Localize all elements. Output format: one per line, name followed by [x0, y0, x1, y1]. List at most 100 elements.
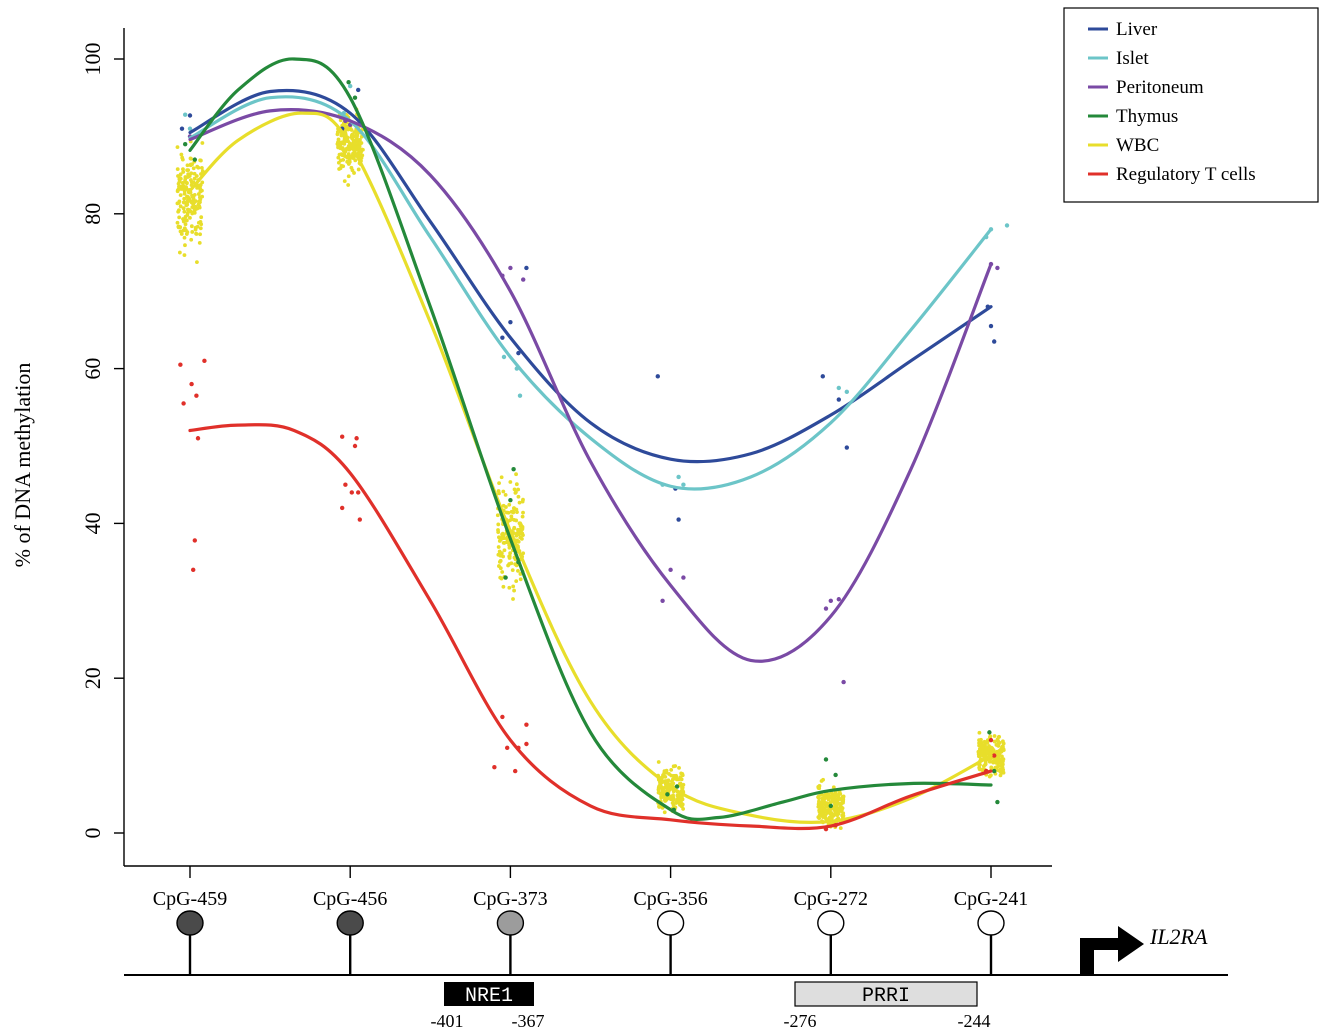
regulatory-t-cells-point	[988, 737, 994, 743]
regulatory-t-cells-point	[192, 538, 198, 543]
wbc-point	[666, 787, 670, 792]
peritoneum-point	[823, 606, 829, 611]
legend: Liver Islet Peritoneum Thymus WBC Regulatory …	[1063, 7, 1319, 203]
wbc-point	[193, 208, 197, 212]
wbc-point	[983, 759, 988, 764]
wbc-point	[504, 510, 509, 515]
wbc-point	[1001, 770, 1006, 775]
wbc-point	[680, 785, 685, 790]
wbc-point	[664, 797, 669, 802]
wbc-curve	[188, 111, 993, 825]
wbc-point	[669, 768, 674, 772]
wbc-point	[349, 128, 354, 132]
peritoneum-point	[521, 277, 526, 282]
legend-label-thymus: Thymus	[1116, 106, 1178, 127]
wbc-point	[662, 810, 667, 815]
wbc-point	[829, 793, 834, 798]
wbc-point	[678, 799, 683, 804]
wbc-point	[183, 222, 188, 227]
wbc-point	[191, 196, 196, 201]
wbc-point	[188, 156, 193, 161]
peritoneum-curve	[188, 108, 993, 663]
regulatory-t-cells-point	[492, 765, 497, 770]
regulatory-t-cells-point	[339, 434, 345, 439]
wbc-point	[508, 551, 513, 555]
wbc-point	[822, 796, 827, 801]
islet-point	[182, 112, 188, 117]
liver-point	[356, 87, 361, 93]
thymus-point	[192, 157, 198, 162]
wbc-point	[178, 204, 183, 209]
wbc-point	[510, 568, 515, 573]
wbc-point	[181, 200, 186, 205]
regulatory-t-cells-point	[339, 505, 345, 511]
cpg-circle	[336, 910, 364, 936]
wbc-point	[513, 490, 518, 495]
wbc-point	[501, 503, 506, 508]
wbc-point	[185, 207, 190, 212]
wbc-point	[1001, 748, 1006, 753]
wbc-point	[342, 141, 347, 146]
wbc-point	[514, 579, 519, 584]
wbc-point	[833, 809, 838, 814]
wbc-point	[335, 130, 340, 134]
wbc-point	[182, 191, 187, 196]
wbc-point	[177, 250, 182, 255]
islet-point	[1004, 223, 1010, 228]
wbc-point	[181, 167, 185, 172]
thymus-curve	[188, 57, 993, 822]
regulatory-t-cells-point	[500, 714, 505, 720]
wbc-point	[817, 796, 821, 800]
wbc-point	[195, 185, 199, 190]
wbc-point	[989, 773, 993, 778]
peritoneum-point	[995, 265, 1000, 271]
thymus-point	[182, 141, 188, 147]
islet-point	[836, 385, 842, 391]
islet-point	[676, 474, 681, 480]
cpg-circle	[496, 910, 525, 936]
wbc-point	[193, 199, 198, 204]
wbc-point	[350, 168, 355, 173]
wbc-point	[354, 137, 359, 142]
wbc-point	[507, 543, 512, 547]
regulatory-t-cells-point	[513, 768, 518, 774]
wbc-point	[841, 811, 846, 816]
nre1-box	[444, 982, 534, 1006]
wbc-point	[979, 743, 984, 748]
wbc-point	[977, 765, 982, 770]
cpg-circle	[656, 910, 685, 936]
wbc-point	[356, 167, 361, 172]
wbc-point	[341, 164, 346, 169]
wbc-point	[179, 152, 184, 157]
legend-box	[1063, 7, 1319, 203]
y-tick-label-100: 100	[80, 43, 105, 76]
wbc-point	[658, 791, 662, 796]
peritoneum-point	[836, 597, 842, 602]
wbc-point	[177, 177, 182, 181]
liver-point	[524, 265, 529, 271]
wbc-point	[345, 155, 350, 160]
legend-label-wbc: WBC	[1116, 135, 1159, 156]
wbc-point	[339, 140, 343, 145]
wbc-point	[199, 166, 204, 170]
wbc-point	[184, 185, 188, 189]
liver-point	[992, 339, 997, 344]
wbc-point	[675, 793, 680, 798]
cpg-label: CpG-459	[153, 888, 227, 910]
wbc-point	[514, 472, 518, 477]
x-ticks	[189, 866, 992, 878]
peritoneum-point	[668, 567, 673, 573]
wbc-point	[516, 568, 520, 573]
cpg-circle	[817, 910, 845, 936]
wbc-point	[344, 147, 349, 151]
wbc-point	[508, 480, 513, 484]
nre1-start: -401	[431, 1011, 464, 1031]
wbc-point	[822, 793, 827, 798]
wbc-point	[346, 174, 351, 179]
wbc-point	[336, 137, 341, 142]
wbc-point	[185, 163, 190, 168]
wbc-point	[498, 575, 503, 580]
wbc-point	[176, 209, 181, 214]
wbc-point	[175, 167, 180, 172]
wbc-point	[976, 749, 981, 754]
